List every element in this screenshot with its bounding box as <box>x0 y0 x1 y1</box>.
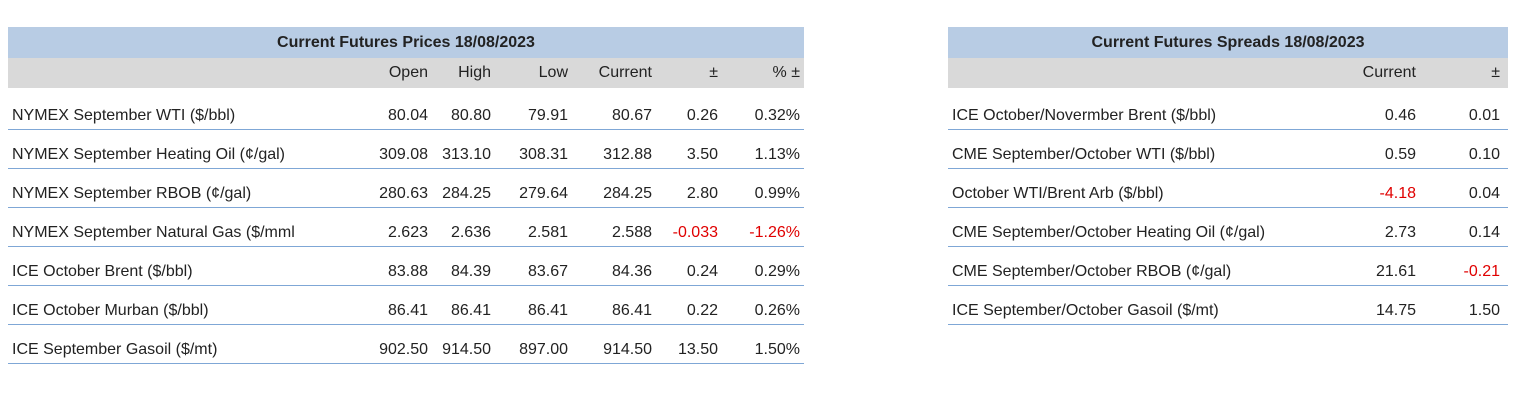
cell-value: 0.26 <box>686 107 718 124</box>
cell-value: 79.91 <box>527 107 568 124</box>
cell-value: 2.588 <box>611 224 652 241</box>
row-label: CME September/October Heating Oil (¢/gal… <box>952 224 1266 241</box>
cell-value: -0.033 <box>672 224 718 241</box>
row-label: NYMEX September RBOB (¢/gal) <box>12 185 252 202</box>
cell-value: 2.636 <box>450 224 491 241</box>
cell-value: 84.39 <box>450 263 491 280</box>
table-row <box>8 247 804 286</box>
column-header: ± <box>709 64 718 81</box>
prices-subheader <box>8 58 804 88</box>
cell-value: 86.41 <box>611 302 652 319</box>
cell-value: 84.36 <box>611 263 652 280</box>
cell-value: 0.22 <box>686 302 718 319</box>
cell-value: 284.25 <box>442 185 491 202</box>
cell-value: 0.01 <box>1468 107 1500 124</box>
prices-title: Current Futures Prices 18/08/2023 <box>8 27 804 58</box>
table-row <box>8 286 804 325</box>
cell-value: 2.73 <box>1384 224 1416 241</box>
row-label: ICE September Gasoil ($/mt) <box>12 341 218 358</box>
spreads-subheader <box>948 58 1508 88</box>
column-header: Open <box>388 64 428 81</box>
cell-value: -1.26% <box>749 224 800 241</box>
cell-value: 2.80 <box>686 185 718 202</box>
cell-value: 0.32% <box>754 107 800 124</box>
cell-value: 309.08 <box>379 146 428 163</box>
row-label: NYMEX September Natural Gas ($/mml <box>12 224 295 241</box>
table-row <box>948 247 1508 286</box>
cell-value: 86.41 <box>527 302 568 319</box>
cell-value: -4.18 <box>1379 185 1416 202</box>
column-header: ± <box>1491 64 1500 81</box>
cell-value: 3.50 <box>686 146 718 163</box>
cell-value: 86.41 <box>450 302 491 319</box>
cell-value: 1.50% <box>754 341 800 358</box>
table-row <box>8 169 804 208</box>
cell-value: 279.64 <box>519 185 568 202</box>
cell-value: 83.67 <box>527 263 568 280</box>
cell-value: 280.63 <box>379 185 428 202</box>
cell-value: 86.41 <box>387 302 428 319</box>
table-row <box>948 130 1508 169</box>
table-row <box>948 286 1508 325</box>
table-row <box>948 208 1508 247</box>
cell-value: 308.31 <box>519 146 568 163</box>
cell-value: 80.67 <box>611 107 652 124</box>
row-label: ICE October Murban ($/bbl) <box>12 302 209 319</box>
cell-value: 0.99% <box>754 185 800 202</box>
cell-value: 1.50 <box>1468 302 1500 319</box>
cell-value: 284.25 <box>603 185 652 202</box>
cell-value: 83.88 <box>387 263 428 280</box>
table-row <box>8 208 804 247</box>
row-label: NYMEX September Heating Oil (¢/gal) <box>12 146 285 163</box>
cell-value: 312.88 <box>603 146 652 163</box>
row-label: ICE September/October Gasoil ($/mt) <box>952 302 1219 319</box>
table-row <box>8 91 804 130</box>
cell-value: 0.29% <box>754 263 800 280</box>
cell-value: 21.61 <box>1375 263 1416 280</box>
row-label: CME September/October WTI ($/bbl) <box>952 146 1216 163</box>
cell-value: 0.24 <box>686 263 718 280</box>
cell-value: 914.50 <box>603 341 652 358</box>
cell-value: 902.50 <box>379 341 428 358</box>
cell-value: 914.50 <box>442 341 491 358</box>
cell-value: 0.14 <box>1468 224 1500 241</box>
cell-value: 313.10 <box>442 146 491 163</box>
row-label: CME September/October RBOB (¢/gal) <box>952 263 1232 280</box>
table-row <box>8 130 804 169</box>
spreads-title: Current Futures Spreads 18/08/2023 <box>948 27 1508 58</box>
cell-value: 0.10 <box>1468 146 1500 163</box>
table-row <box>8 325 804 364</box>
cell-value: 897.00 <box>519 341 568 358</box>
column-header: Current <box>1362 64 1416 81</box>
cell-value: 80.80 <box>450 107 491 124</box>
cell-value: 0.26% <box>754 302 800 319</box>
row-label: October WTI/Brent Arb ($/bbl) <box>952 185 1164 202</box>
column-header: Low <box>538 64 568 81</box>
cell-value: 1.13% <box>754 146 800 163</box>
cell-value: -0.21 <box>1463 263 1500 280</box>
row-label: ICE October Brent ($/bbl) <box>12 263 193 280</box>
cell-value: 2.581 <box>527 224 568 241</box>
column-header: Current <box>598 64 652 81</box>
cell-value: 80.04 <box>387 107 428 124</box>
row-label: NYMEX September WTI ($/bbl) <box>12 107 236 124</box>
cell-value: 0.59 <box>1384 146 1416 163</box>
column-header: % ± <box>772 64 800 81</box>
cell-value: 14.75 <box>1375 302 1416 319</box>
cell-value: 2.623 <box>387 224 428 241</box>
cell-value: 0.46 <box>1384 107 1416 124</box>
column-header: High <box>458 64 491 81</box>
cell-value: 0.04 <box>1468 185 1500 202</box>
cell-value: 13.50 <box>677 341 718 358</box>
table-row <box>948 169 1508 208</box>
row-label: ICE October/Novermber Brent ($/bbl) <box>952 107 1217 124</box>
table-row <box>948 91 1508 130</box>
